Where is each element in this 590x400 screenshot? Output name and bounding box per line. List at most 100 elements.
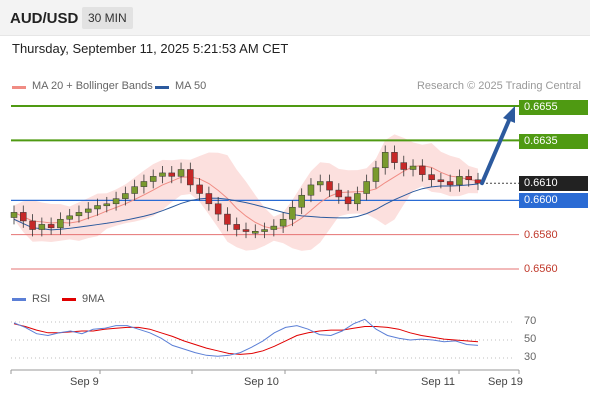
candlestick <box>261 222 268 239</box>
candle-body <box>214 203 222 215</box>
candle-body <box>363 181 370 194</box>
candlestick <box>66 208 73 227</box>
candlestick <box>159 166 166 184</box>
candle-body <box>94 205 101 210</box>
candle-body <box>419 165 426 175</box>
candle-body <box>57 218 64 229</box>
ma9-label: 9MA <box>82 293 105 305</box>
candlestick <box>270 219 278 237</box>
x-label-sep19: Sep 19 <box>488 376 523 388</box>
candlestick <box>149 169 157 189</box>
candle-body <box>84 208 92 213</box>
candle-body <box>177 169 185 177</box>
candlestick <box>298 188 305 215</box>
research-credit: Research © 2025 Trading Central <box>416 80 581 92</box>
candlestick <box>140 174 148 194</box>
candlestick <box>112 191 120 211</box>
candle-body <box>261 229 268 232</box>
candlestick <box>307 178 315 203</box>
symbol-title: AUD/USD <box>10 10 79 27</box>
candlestick <box>94 198 101 216</box>
level-lines <box>11 105 519 270</box>
candle-body <box>446 181 454 186</box>
candle-body <box>29 220 36 230</box>
candle-body <box>279 218 287 227</box>
support-level-label-1: 0.6580 <box>524 229 558 241</box>
candlestick <box>335 183 343 204</box>
rsi-label: RSI <box>32 293 51 305</box>
candlestick <box>47 217 55 235</box>
timestamp: Thursday, September 11, 2025 5:21:53 AM … <box>12 41 289 56</box>
candlestick <box>419 159 426 182</box>
candlestick <box>437 172 445 189</box>
candlestick <box>131 179 138 201</box>
candlestick <box>20 205 27 228</box>
candlestick <box>428 167 435 187</box>
candlesticks <box>10 145 482 239</box>
candlestick <box>233 217 240 237</box>
candle-body <box>391 152 398 163</box>
rsi-9ma-line <box>13 323 479 355</box>
candlestick <box>196 178 203 201</box>
candle-body <box>437 179 445 183</box>
time-axis <box>10 369 520 374</box>
candlestick <box>75 205 83 223</box>
candlestick <box>409 159 417 177</box>
support-level-label-2: 0.6560 <box>524 263 558 275</box>
candle-body <box>270 225 278 230</box>
candle-body <box>38 224 46 230</box>
candlestick <box>242 222 250 239</box>
candle-body <box>242 229 250 232</box>
candlestick <box>205 186 213 211</box>
candle-body <box>354 193 361 205</box>
candlestick <box>363 174 370 201</box>
candle-body <box>159 172 166 177</box>
candle-body <box>10 212 18 218</box>
candlestick <box>456 169 463 192</box>
candle-body <box>168 172 176 177</box>
projection-line <box>480 116 512 186</box>
candlestick <box>400 155 408 177</box>
candle-body <box>66 215 73 220</box>
candle-body <box>307 184 315 196</box>
candlestick <box>38 217 46 237</box>
candlestick <box>316 174 324 192</box>
bollinger-band-area <box>14 134 478 251</box>
candle-body <box>316 181 324 186</box>
candle-body <box>112 198 120 205</box>
rsi-panel <box>11 318 515 359</box>
candle-body <box>47 224 55 229</box>
chart-header-bar: AUD/USD 30 MIN <box>0 0 590 36</box>
target-level-label-1: 0.6655 <box>519 100 588 115</box>
target-level-label-2: 0.6635 <box>519 134 588 149</box>
candle-body <box>140 181 148 187</box>
candle-body <box>103 203 111 207</box>
candlestick <box>10 205 18 225</box>
candlestick <box>57 212 64 235</box>
candlestick <box>224 207 231 232</box>
x-label-sep9: Sep 9 <box>70 376 99 388</box>
candlestick <box>446 174 454 192</box>
candle-body <box>233 224 240 230</box>
candle-body <box>381 152 389 169</box>
timeframe-badge[interactable]: 30 MIN <box>82 7 133 29</box>
x-label-sep11: Sep 11 <box>421 376 456 388</box>
candlestick <box>252 224 259 239</box>
ma20-line <box>13 164 479 230</box>
candlestick <box>29 214 36 237</box>
candle-body <box>289 206 296 220</box>
candle-body <box>400 162 408 170</box>
moving-averages <box>13 164 479 231</box>
candle-body <box>224 213 231 225</box>
candle-body <box>205 193 213 205</box>
rsi-tick-50: 50 <box>524 333 537 345</box>
ma50-line <box>13 183 479 231</box>
candle-body <box>298 194 305 208</box>
pivot-level-label: 0.6600 <box>519 193 588 208</box>
candlestick <box>103 196 111 213</box>
candlestick <box>391 145 398 170</box>
ma20-swatch <box>12 86 26 89</box>
candlestick <box>214 196 222 221</box>
candlestick <box>372 160 380 189</box>
